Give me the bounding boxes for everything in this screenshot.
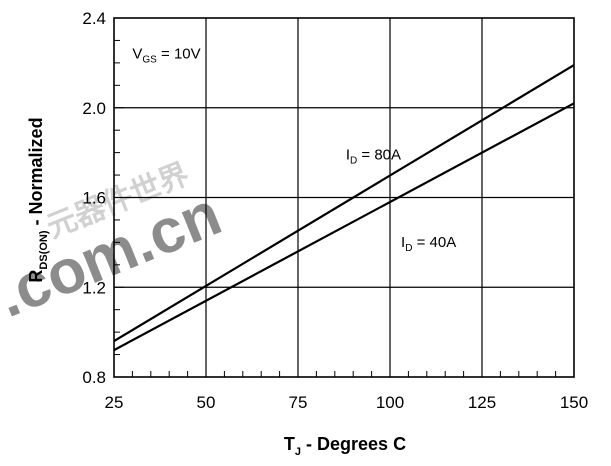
y-axis-title: RDS(ON) - Normalized — [26, 117, 50, 282]
x-tick-label: 75 — [289, 393, 308, 412]
x-axis-ticks: 25 50 75 100 125 150 — [105, 367, 588, 412]
series-line-id-40a — [113, 102, 575, 352]
annotation-id80: ID = 80A — [346, 146, 401, 166]
x-tick-label: 125 — [468, 393, 496, 412]
grid — [114, 18, 574, 377]
x-tick-label: 150 — [560, 393, 588, 412]
y-axis-ticks: 0.8 1.2 1.6 2.0 2.4 — [82, 9, 124, 387]
y-tick-label: 1.2 — [82, 278, 106, 297]
y-tick-label: 2.4 — [82, 9, 106, 28]
series-layer — [113, 64, 575, 352]
x-axis-title: TJ - Degrees C — [284, 434, 406, 458]
y-tick-label: 2.0 — [82, 99, 106, 118]
annotations: VGS = 10V ID = 80A ID = 40A — [132, 45, 456, 253]
y-tick-label: 0.8 — [82, 368, 106, 387]
series-line-id-80a — [113, 64, 575, 343]
x-tick-label: 50 — [197, 393, 216, 412]
x-tick-label: 100 — [376, 393, 404, 412]
annotation-id40: ID = 40A — [401, 234, 456, 254]
x-tick-label: 25 — [105, 393, 124, 412]
y-tick-label: 1.6 — [82, 189, 106, 208]
annotation-vgs: VGS = 10V — [132, 45, 200, 65]
